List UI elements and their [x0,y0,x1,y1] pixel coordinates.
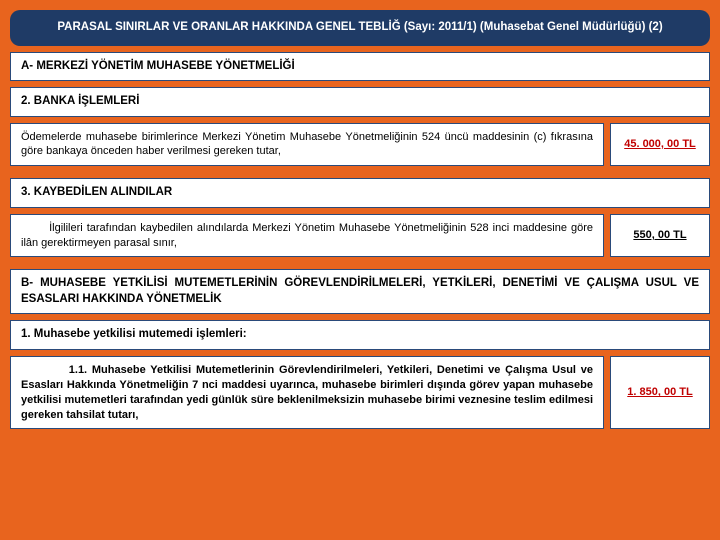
row-banka-amount: 45. 000, 00 TL [624,137,696,152]
section-3-header: 3. KAYBEDİLEN ALINDILAR [10,178,710,208]
title-text: PARASAL SINIRLAR VE ORANLAR HAKKINDA GEN… [57,21,662,33]
row-kaybedilen-text: İlgilileri tarafından kaybedilen alındıl… [21,222,593,249]
section-b1-header: 1. Muhasebe yetkilisi mutemedi işlemleri… [10,320,710,350]
row-banka-amount-box: 45. 000, 00 TL [610,123,710,167]
row-mutemet: 1.1. Muhasebe Yetkilisi Mutemetlerinin G… [10,356,710,435]
section-b-header: B- MUHASEBE YETKİLİSİ MUTEMETLERİNİN GÖR… [10,269,710,314]
row-mutemet-amount-box: 1. 850, 00 TL [610,356,710,429]
row-banka: Ödemelerde muhasebe birimlerince Merkezi… [10,123,710,173]
section-b1-label: 1. Muhasebe yetkilisi mutemedi işlemleri… [21,328,247,340]
row-kaybedilen-amount: 550, 00 TL [633,228,686,243]
section-a-label: A- MERKEZİ YÖNETİM MUHASEBE YÖNETMELİĞİ [21,60,295,72]
section-a-header: A- MERKEZİ YÖNETİM MUHASEBE YÖNETMELİĞİ [10,52,710,82]
row-mutemet-amount: 1. 850, 00 TL [627,385,692,400]
section-2-header: 2. BANKA İŞLEMLERİ [10,87,710,117]
row-kaybedilen-amount-box: 550, 00 TL [610,214,710,258]
row-banka-text: Ödemelerde muhasebe birimlerince Merkezi… [21,131,593,158]
row-banka-text-box: Ödemelerde muhasebe birimlerince Merkezi… [10,123,604,167]
section-b-label: B- MUHASEBE YETKİLİSİ MUTEMETLERİNİN GÖR… [21,277,699,305]
section-3-label: 3. KAYBEDİLEN ALINDILAR [21,186,172,198]
row-mutemet-text: 1.1. Muhasebe Yetkilisi Mutemetlerinin G… [21,364,593,421]
row-kaybedilen-text-box: İlgilileri tarafından kaybedilen alındıl… [10,214,604,258]
section-2-label: 2. BANKA İŞLEMLERİ [21,95,139,107]
row-mutemet-text-box: 1.1. Muhasebe Yetkilisi Mutemetlerinin G… [10,356,604,429]
row-kaybedilen: İlgilileri tarafından kaybedilen alındıl… [10,214,710,264]
page-title: PARASAL SINIRLAR VE ORANLAR HAKKINDA GEN… [10,10,710,46]
